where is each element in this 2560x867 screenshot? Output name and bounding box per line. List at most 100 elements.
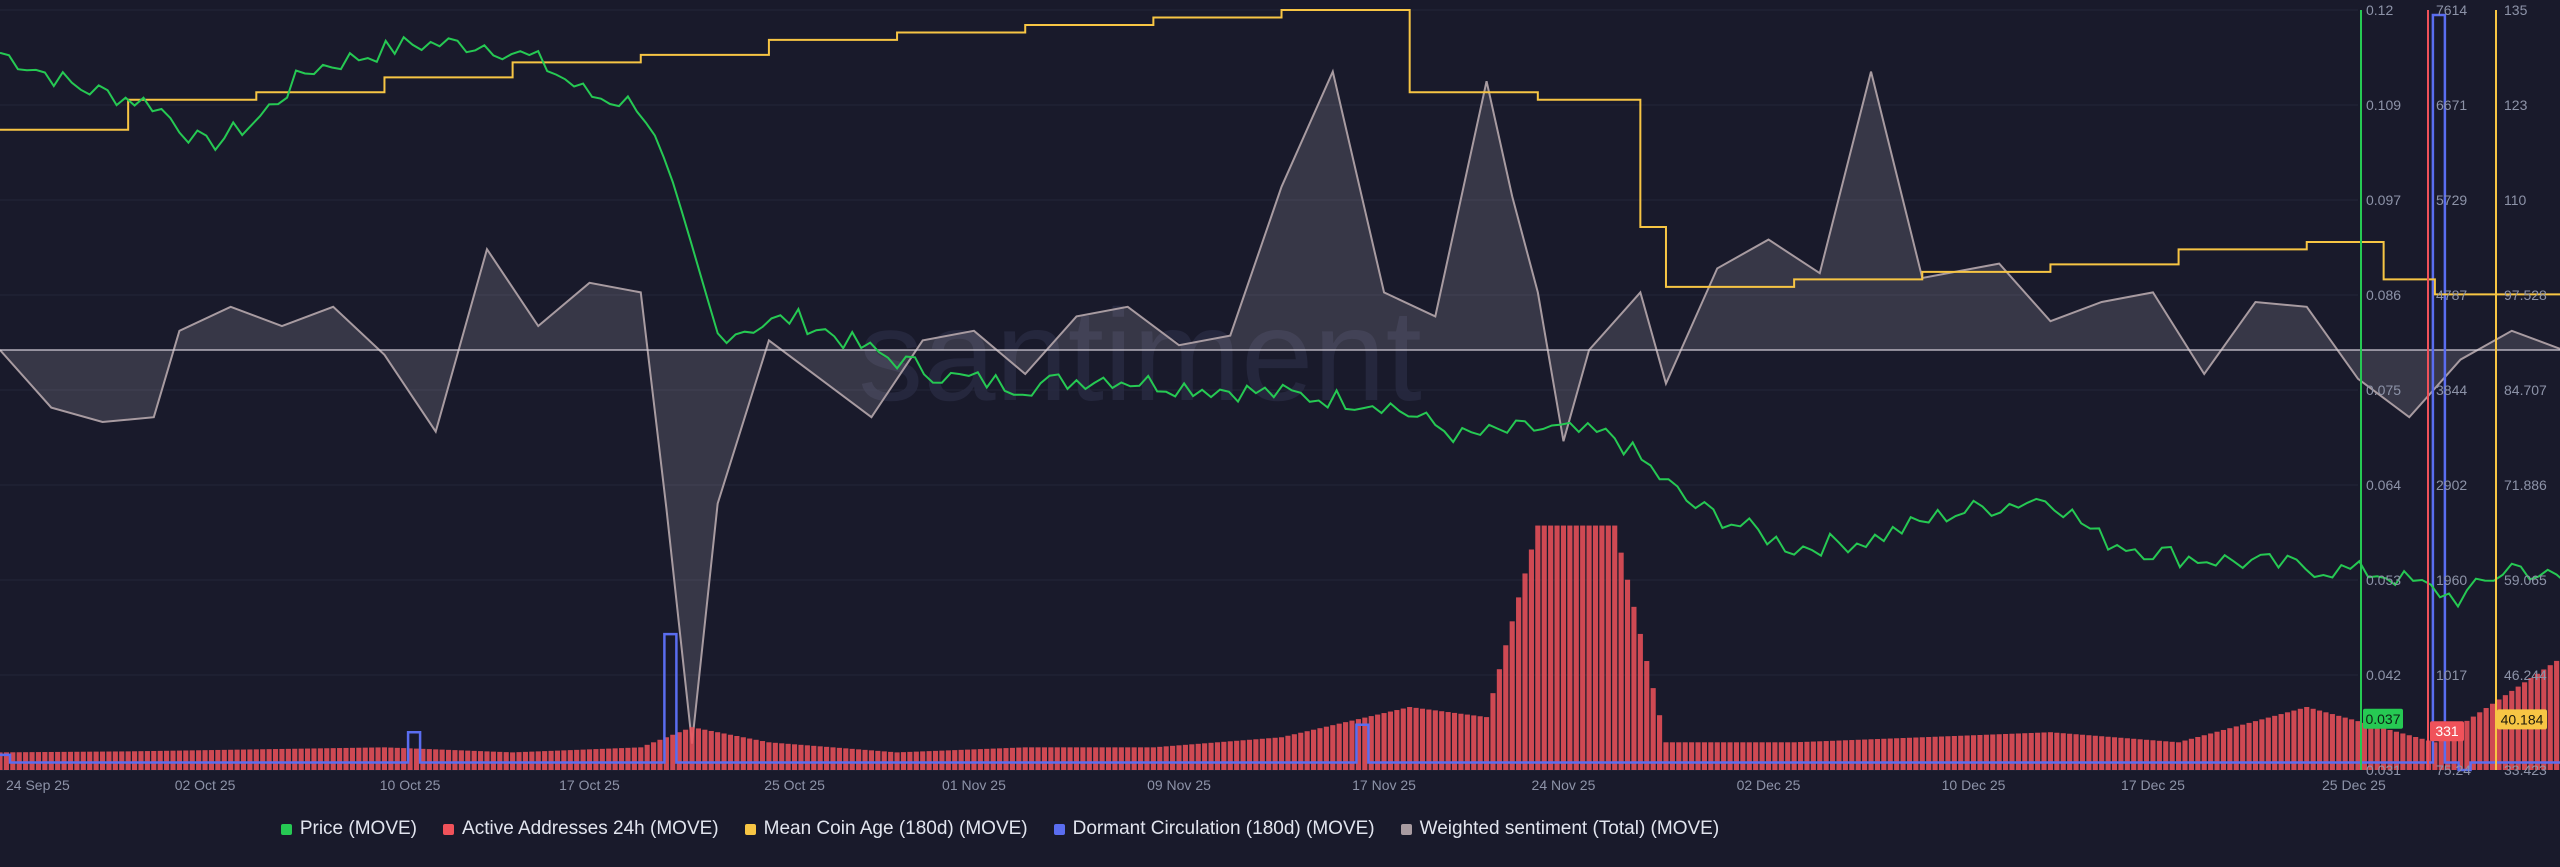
active-address-bar <box>1663 742 1669 770</box>
active-address-bar <box>317 748 323 770</box>
active-address-bar <box>151 750 157 770</box>
active-address-bar <box>1906 737 1913 770</box>
x-tick-label: 01 Nov 25 <box>942 777 1006 793</box>
active-address-bar <box>484 751 490 770</box>
active-address-bar <box>2208 733 2214 770</box>
active-address-bar <box>2028 732 2034 770</box>
active-address-bar <box>445 749 452 770</box>
active-address-bar <box>1503 645 1509 770</box>
active-address-bar <box>1573 525 1579 770</box>
active-address-bar <box>106 751 112 770</box>
active-address-bar <box>702 729 708 770</box>
active-address-bar <box>1407 707 1413 770</box>
active-address-bar <box>196 750 202 770</box>
dormant-circulation-line <box>0 13 2560 772</box>
active-address-bar <box>715 732 721 770</box>
active-address-bar <box>1016 747 1022 770</box>
active-address-bar <box>356 747 362 770</box>
active_addresses-tick-label: 2902 <box>2436 477 2467 493</box>
active-address-bar <box>612 748 618 770</box>
active-address-bar <box>2349 719 2355 770</box>
active-address-bar <box>670 734 676 770</box>
active-address-bar <box>490 751 496 770</box>
active-address-bar <box>734 736 740 770</box>
active-address-bar <box>1458 713 1464 770</box>
legend-item[interactable]: Dormant Circulation (180d) (MOVE) <box>1053 818 1375 840</box>
active-address-bar <box>42 752 48 770</box>
legend-item[interactable]: Price (MOVE) <box>280 818 417 840</box>
legend-item[interactable]: Weighted sentiment (Total) (MOVE) <box>1400 818 1719 840</box>
x-tick-label: 09 Nov 25 <box>1147 777 1211 793</box>
active-address-bar <box>522 751 528 770</box>
legend-item[interactable]: Mean Coin Age (180d) (MOVE) <box>744 818 1028 840</box>
active-address-bar <box>1240 740 1246 770</box>
active-address-bar <box>1375 714 1381 770</box>
active-address-bar <box>2496 699 2502 770</box>
active-address-bar <box>1612 525 1618 770</box>
active-address-bar <box>1689 742 1695 770</box>
active-address-bar <box>1105 747 1112 770</box>
x-tick-label: 25 Oct 25 <box>764 777 825 793</box>
x-tick-label: 02 Oct 25 <box>175 777 236 793</box>
legend-swatch <box>1053 823 1065 835</box>
active-address-bar <box>2387 729 2393 770</box>
active-address-bar <box>2400 733 2406 770</box>
active-address-bar <box>1253 739 1259 770</box>
active-address-bar <box>1189 744 1195 770</box>
mean_coin_age-current-value: 40.184 <box>2501 711 2544 727</box>
active-address-bar <box>1067 747 1073 770</box>
active-address-bar <box>1041 747 1048 770</box>
active-address-bar <box>2342 717 2348 770</box>
active-address-bar <box>2124 738 2130 770</box>
price-current-value: 0.037 <box>2365 711 2400 727</box>
active-address-bar <box>1214 742 1221 770</box>
active-address-bar <box>215 749 221 770</box>
active-address-bar <box>997 748 1003 770</box>
active-address-bar <box>2432 742 2438 770</box>
active-address-bar <box>2374 726 2380 770</box>
active-address-bar <box>2451 729 2457 770</box>
price-line <box>0 35 2560 609</box>
active-address-bar <box>772 742 778 770</box>
active-address-bar <box>2361 722 2367 770</box>
active-address-bar <box>2304 707 2310 770</box>
active-address-bar <box>2227 728 2233 770</box>
active-address-bar <box>747 738 753 770</box>
active-address-bar <box>759 741 766 770</box>
active-address-bar <box>1541 525 1547 770</box>
active-address-bar <box>2240 724 2246 770</box>
series-layer <box>0 9 2560 772</box>
sentiment-area <box>0 71 2560 744</box>
active-address-bar <box>836 747 842 770</box>
active-address-bar <box>920 751 926 770</box>
active-address-bar <box>651 742 657 770</box>
active-address-bar <box>1304 731 1310 770</box>
mean_coin_age-tick-label: 123 <box>2504 97 2528 113</box>
active-address-bar <box>2489 703 2496 770</box>
active-address-bar <box>1054 747 1060 770</box>
active-address-bar <box>1708 742 1714 770</box>
active-address-bar <box>99 751 106 770</box>
active-address-bar <box>1823 741 1829 770</box>
price-tick-label: 0.031 <box>2366 762 2401 778</box>
active_addresses-tick-label: 75.24 <box>2436 762 2471 778</box>
active-address-bar <box>426 749 432 770</box>
mean_coin_age-tick-label: 59.065 <box>2504 572 2547 588</box>
active-address-bar <box>1650 688 1656 770</box>
legend-item[interactable]: Active Addresses 24h (MOVE) <box>443 818 719 840</box>
active-address-bar <box>1298 732 1304 770</box>
active-address-bar <box>119 751 125 770</box>
active-address-bar <box>2067 733 2073 770</box>
active-address-bar <box>1919 737 1925 770</box>
active-address-bar <box>952 750 958 770</box>
active-address-bar <box>1682 742 1688 770</box>
active-address-bar <box>1874 739 1880 770</box>
active-address-bar <box>1368 716 1374 770</box>
active-address-bar <box>990 748 996 770</box>
active-address-bar <box>298 748 304 770</box>
active-address-bar <box>1202 743 1208 770</box>
active-address-bar <box>305 748 311 770</box>
chart-canvas[interactable]: santiment 0.120.1090.0970.0860.0750.0640… <box>0 0 2560 810</box>
active-address-bar <box>2041 732 2047 770</box>
active-address-bar <box>2393 731 2400 770</box>
